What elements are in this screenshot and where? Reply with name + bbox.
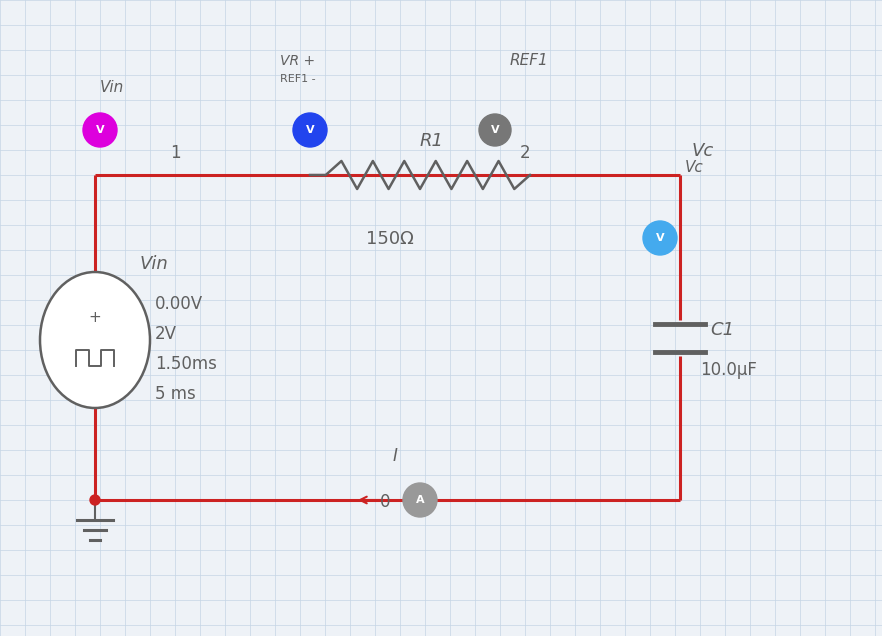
Text: REF1 -: REF1 - bbox=[280, 74, 316, 84]
Text: 10.0μF: 10.0μF bbox=[700, 361, 757, 379]
Circle shape bbox=[403, 483, 437, 517]
Text: 1: 1 bbox=[169, 144, 180, 162]
Circle shape bbox=[479, 114, 511, 146]
Text: C1: C1 bbox=[710, 321, 734, 339]
Text: 0: 0 bbox=[379, 493, 390, 511]
Text: V: V bbox=[655, 233, 664, 243]
Text: 1.50ms: 1.50ms bbox=[155, 355, 217, 373]
Text: Vc: Vc bbox=[692, 142, 714, 160]
Text: 5 ms: 5 ms bbox=[155, 385, 196, 403]
Text: VR +: VR + bbox=[280, 54, 315, 68]
Text: 0.00V: 0.00V bbox=[155, 295, 203, 313]
Text: V: V bbox=[95, 125, 104, 135]
Ellipse shape bbox=[40, 272, 150, 408]
Text: 150Ω: 150Ω bbox=[366, 230, 414, 248]
Text: V: V bbox=[306, 125, 314, 135]
Text: Vin: Vin bbox=[100, 80, 124, 95]
Text: A: A bbox=[415, 495, 424, 505]
Circle shape bbox=[293, 113, 327, 147]
Circle shape bbox=[83, 113, 117, 147]
Text: 2V: 2V bbox=[155, 325, 177, 343]
Text: I: I bbox=[392, 447, 398, 465]
Text: R1: R1 bbox=[420, 132, 444, 150]
Circle shape bbox=[90, 495, 100, 505]
Circle shape bbox=[643, 221, 677, 255]
Text: V: V bbox=[490, 125, 499, 135]
Text: REF1: REF1 bbox=[510, 53, 549, 68]
Text: Vin: Vin bbox=[140, 255, 168, 273]
Text: 2: 2 bbox=[520, 144, 531, 162]
Text: Vc: Vc bbox=[685, 160, 704, 175]
Text: +: + bbox=[88, 310, 101, 326]
